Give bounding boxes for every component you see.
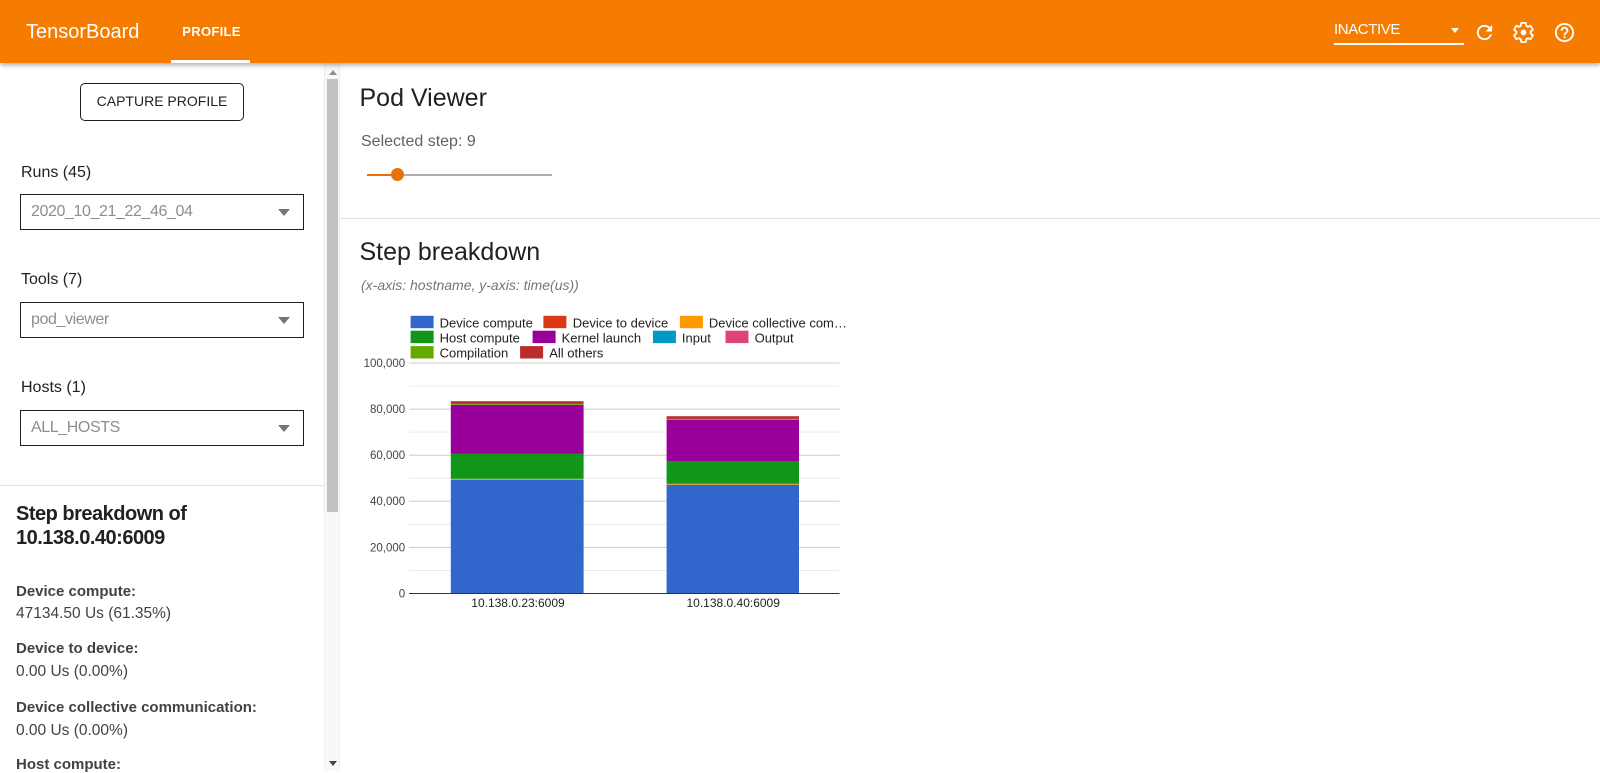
svg-text:Input: Input	[682, 330, 711, 345]
svg-text:10.138.0.23:6009: 10.138.0.23:6009	[471, 596, 565, 610]
svg-text:Device compute: Device compute	[440, 315, 533, 330]
svg-text:20,000: 20,000	[370, 542, 405, 554]
svg-text:Host compute: Host compute	[440, 330, 520, 345]
svg-text:Kernel launch: Kernel launch	[562, 330, 642, 345]
svg-text:Compilation: Compilation	[440, 346, 509, 361]
svg-text:0: 0	[399, 588, 405, 600]
svg-text:All others: All others	[549, 346, 604, 361]
svg-text:Device to device: Device to device	[573, 315, 668, 330]
svg-text:Device collective com…: Device collective com…	[709, 315, 847, 330]
svg-text:Output: Output	[755, 330, 794, 345]
svg-text:60,000: 60,000	[370, 450, 405, 462]
svg-text:10.138.0.40:6009: 10.138.0.40:6009	[686, 596, 780, 610]
svg-text:40,000: 40,000	[370, 496, 405, 508]
svg-text:100,000: 100,000	[364, 358, 406, 370]
svg-text:80,000: 80,000	[370, 404, 405, 416]
